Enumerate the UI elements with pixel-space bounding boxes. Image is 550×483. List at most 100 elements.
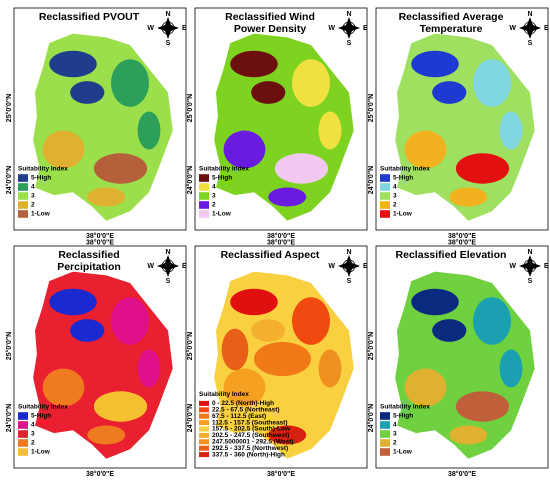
legend-label: 22.5 - 67.5 (Northeast)	[212, 407, 280, 414]
legend-swatch	[18, 430, 28, 438]
region-zone	[404, 368, 447, 407]
legend-label: 202.5 - 247.5 (Southwest)	[212, 432, 289, 439]
region-zone	[274, 391, 329, 422]
legend-swatch	[18, 192, 28, 200]
legend-label: 3	[393, 193, 397, 200]
legend-swatch	[380, 430, 390, 438]
compass-n: N	[165, 249, 170, 256]
legend-label: 2	[393, 440, 397, 447]
latitude-label: 24°0'0"N	[186, 404, 194, 432]
legend-swatch	[18, 412, 28, 420]
compass-ring	[523, 21, 537, 35]
latitude-label: 24°0'0"N	[186, 166, 194, 194]
legend-label: 5-High	[212, 175, 232, 182]
compass-rose	[338, 255, 360, 277]
region-zone	[49, 50, 97, 78]
compass-ring	[342, 21, 356, 35]
compass-w: W	[509, 263, 516, 270]
panel-title: Percipitation	[57, 261, 121, 273]
longitude-label: 38°0'0"E	[86, 238, 114, 246]
compass-ring	[161, 21, 175, 35]
compass-s: S	[528, 278, 533, 285]
legend-swatch	[199, 413, 209, 419]
region-zone	[292, 59, 330, 107]
legend-title: Suitability Index	[380, 166, 430, 173]
legend-swatch	[18, 210, 28, 218]
legend-label: 1-Low	[212, 211, 232, 218]
compass-s: S	[528, 40, 533, 47]
legend-label: 4	[212, 184, 216, 191]
compass-e: E	[363, 263, 368, 270]
region-zone	[73, 103, 130, 139]
panel-title: Reclassified PVOUT	[39, 11, 140, 23]
legend-swatch	[18, 448, 28, 456]
legend-swatch	[199, 192, 209, 200]
legend-label: 2	[31, 440, 35, 447]
legend-label: 112.5 - 157.5 (Southeast)	[212, 419, 288, 426]
region-zone	[49, 288, 97, 316]
legend-swatch	[199, 426, 209, 432]
legend-swatch	[199, 452, 209, 458]
legend-swatch	[380, 201, 390, 209]
legend-label: 2	[393, 202, 397, 209]
legend-label: 4	[393, 184, 397, 191]
region-zone	[137, 111, 161, 150]
region-zone	[402, 328, 430, 371]
region-zone	[254, 341, 311, 377]
region-zone	[230, 50, 278, 78]
compass-e: E	[544, 25, 549, 32]
latitude-label: 24°0'0"N	[5, 404, 13, 432]
region-zone	[221, 328, 249, 371]
region-zone	[73, 341, 130, 377]
legend-label: 292.5 - 337.5 (Northwest)	[212, 445, 288, 452]
region-zone	[411, 50, 459, 78]
region-zone	[93, 391, 148, 422]
legend-label: 5-High	[393, 175, 413, 182]
legend-swatch	[18, 439, 28, 447]
compass-w: W	[147, 25, 154, 32]
legend-swatch	[18, 201, 28, 209]
panel-title: Power Density	[234, 23, 307, 35]
region-zone	[223, 130, 266, 169]
latitude-label: 25°0'0"N	[367, 94, 375, 122]
legend-swatch	[199, 183, 209, 191]
region-zone	[42, 130, 85, 169]
compass-n: N	[527, 249, 532, 256]
compass-w: W	[328, 263, 335, 270]
legend-label: 337.5 - 360 (North)-High	[212, 451, 285, 458]
compass-e: E	[182, 25, 187, 32]
legend-label: 1-Low	[393, 211, 413, 218]
legend-swatch	[18, 174, 28, 182]
legend-label: 0 - 22.5 (North)-High	[212, 400, 274, 407]
compass-w: W	[328, 25, 335, 32]
legend-label: 5-High	[31, 413, 51, 420]
compass-w: W	[147, 263, 154, 270]
region-zone	[111, 297, 149, 345]
map-panel: Reclassified Elevation N S E W Suitability In…	[367, 238, 549, 478]
legend-label: 4	[393, 422, 397, 429]
latitude-label: 25°0'0"N	[367, 332, 375, 360]
legend-label: 5-High	[31, 175, 51, 182]
longitude-label: 38°0'0"E	[267, 470, 295, 478]
compass-rose	[519, 255, 541, 277]
compass-rose	[157, 255, 179, 277]
compass-e: E	[363, 25, 368, 32]
map-panel: Reclassified Aspect N S E W Suitability Index…	[186, 238, 368, 478]
region-zone	[268, 187, 307, 207]
region-zone	[499, 349, 523, 388]
compass-ring	[342, 259, 356, 273]
region-zone	[274, 153, 329, 184]
legend-label: 3	[393, 431, 397, 438]
legend-title: Suitability Index	[18, 404, 68, 411]
region-zone	[455, 391, 510, 422]
region-map	[33, 33, 173, 221]
region-zone	[87, 187, 126, 207]
region-map	[395, 271, 535, 459]
region-zone	[40, 328, 68, 371]
legend-swatch	[380, 192, 390, 200]
region-zone	[449, 425, 488, 445]
region-zone	[499, 111, 523, 150]
region-zone	[93, 153, 148, 184]
region-zone	[137, 349, 161, 388]
legend-swatch	[18, 183, 28, 191]
